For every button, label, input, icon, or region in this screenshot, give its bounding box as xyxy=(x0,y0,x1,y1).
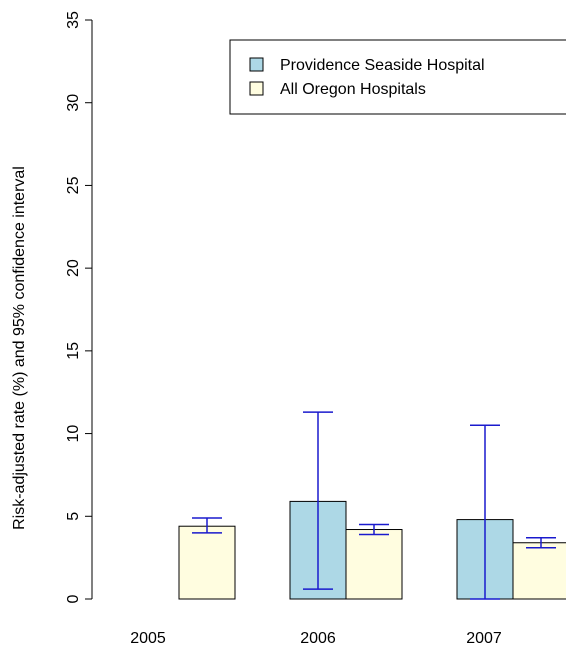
y-tick-label: 5 xyxy=(65,512,82,521)
legend-box xyxy=(229,39,566,115)
error-bars xyxy=(192,411,556,600)
y-tick-label: 25 xyxy=(65,176,82,194)
bar xyxy=(345,529,403,600)
legend-label: Providence Seaside Hospital xyxy=(280,57,485,74)
y-axis-label: Risk-adjusted rate (%) and 95% confidenc… xyxy=(11,166,28,530)
x-tick-label: 2006 xyxy=(300,630,336,647)
y-axis: 0 5 10 15 20 25 30 35 xyxy=(65,11,93,603)
y-tick-label: 10 xyxy=(65,425,82,443)
legend: Providence Seaside Hospital All Oregon Ho… xyxy=(229,39,566,115)
x-tick-label: 2005 xyxy=(130,630,166,647)
legend-swatch xyxy=(249,81,264,96)
y-tick-label: 15 xyxy=(65,342,82,360)
y-tick-label: 35 xyxy=(65,11,82,29)
y-tick-label: 0 xyxy=(65,594,82,603)
bar xyxy=(178,525,236,600)
x-tick-label: 2007 xyxy=(466,630,502,647)
bar xyxy=(512,542,566,600)
y-tick-label: 30 xyxy=(65,94,82,112)
legend-label: All Oregon Hospitals xyxy=(280,81,426,98)
x-tick-labels: 2005 2006 2007 xyxy=(130,630,502,647)
y-tick-label: 20 xyxy=(65,259,82,277)
bars xyxy=(178,500,566,600)
legend-swatch xyxy=(249,57,264,72)
